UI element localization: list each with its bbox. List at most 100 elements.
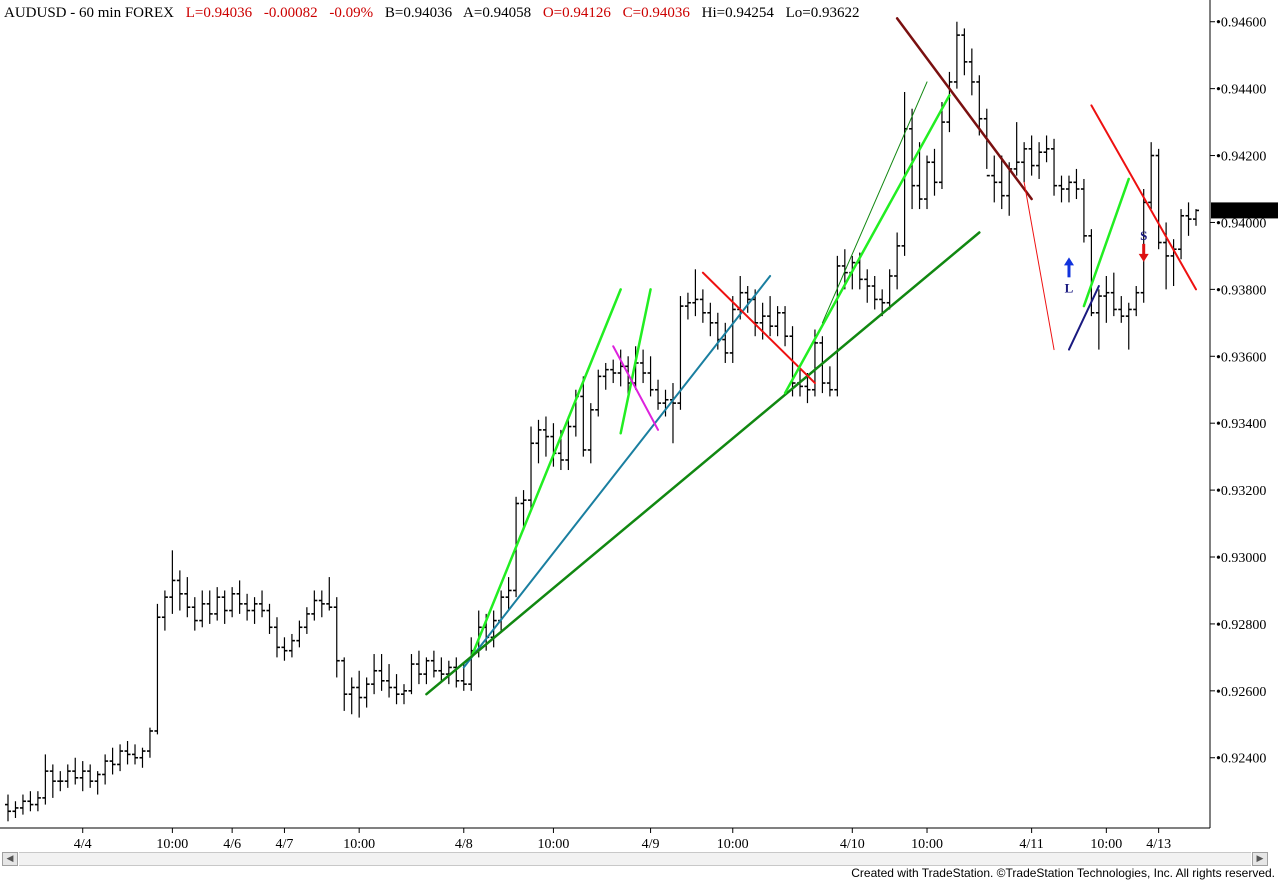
current-price-label: •0.94036 xyxy=(1214,204,1264,219)
ohlc-bar xyxy=(401,684,407,705)
ohlc-bar xyxy=(214,587,221,621)
ohlc-bar xyxy=(1043,135,1050,163)
ohlc-bar xyxy=(976,75,983,136)
y-tick-label: •0.94000 xyxy=(1216,216,1266,231)
ohlc-bar xyxy=(924,155,931,210)
ohlc-bar xyxy=(430,650,437,678)
ohlc-bar xyxy=(87,764,94,788)
ohlc-bar xyxy=(326,577,333,611)
ohlc-bar xyxy=(655,379,662,410)
ohlc-bar xyxy=(1163,222,1170,290)
ohlc-bar xyxy=(1058,175,1065,203)
short-signal-label: S xyxy=(1140,228,1147,243)
y-tick-label: •0.92800 xyxy=(1216,618,1266,633)
scroll-left-button[interactable]: ◀ xyxy=(2,852,18,866)
ohlc-bar xyxy=(199,590,206,628)
trendline-red xyxy=(1023,181,1055,351)
ohlc-bar xyxy=(12,801,19,818)
low-price: Lo=0.93622 xyxy=(786,5,860,21)
ohlc-bar xyxy=(94,771,101,795)
ohlc-bar xyxy=(1185,202,1192,236)
ohlc-bar xyxy=(229,587,236,618)
ohlc-bar xyxy=(393,674,400,705)
ohlc-bar xyxy=(371,654,378,695)
ohlc-bar xyxy=(662,389,669,417)
ohlc-bar xyxy=(1125,302,1132,350)
trendline-bright-green xyxy=(469,288,622,659)
ohlc-bar xyxy=(266,603,273,634)
horizontal-scrollbar[interactable] xyxy=(19,852,1251,866)
long-signal-label: L xyxy=(1065,280,1074,295)
ohlc-bar xyxy=(154,603,161,735)
ohlc-bar xyxy=(1051,138,1058,196)
signal-markers: LS xyxy=(1063,228,1149,295)
ohlc-bar xyxy=(221,590,228,624)
gridlines xyxy=(0,0,1211,829)
y-tick-label: •0.94200 xyxy=(1216,150,1266,165)
ohlc-bar xyxy=(684,292,691,320)
long-arrow-icon xyxy=(1063,257,1074,266)
ohlc-bar xyxy=(1178,209,1185,260)
x-tick-label: 10:00 xyxy=(537,837,569,852)
ohlc-bar xyxy=(886,269,893,310)
ohlc-bar xyxy=(72,757,79,785)
trendline-navy xyxy=(1067,285,1100,351)
ohlc-bar xyxy=(692,269,699,317)
x-tick-label: 10:00 xyxy=(156,837,188,852)
ohlc-bar xyxy=(184,577,191,618)
x-tick-label: 4/7 xyxy=(276,837,294,852)
ohlc-bar xyxy=(132,744,139,765)
ohlc-bar xyxy=(931,148,938,196)
ohlc-bar xyxy=(909,108,916,210)
ohlc-bar xyxy=(722,322,729,363)
ohlc-bar xyxy=(333,597,340,678)
ohlc-bar xyxy=(961,28,968,76)
ohlc-bar xyxy=(1013,122,1020,176)
ohlc-bar xyxy=(303,607,310,634)
ohlc-bar xyxy=(109,747,116,775)
copyright-footer: Created with TradeStation. ©TradeStation… xyxy=(851,866,1275,880)
ohlc-bar xyxy=(595,369,602,417)
ohlc-bar xyxy=(57,771,64,792)
ohlc-bar xyxy=(191,597,198,631)
ohlc-bar xyxy=(378,654,385,691)
ohlc-bar xyxy=(244,593,251,621)
ohlc-bar xyxy=(117,744,124,772)
ohlc-bar xyxy=(161,590,168,631)
ohlc-bar xyxy=(363,677,370,708)
ohlc-bar xyxy=(580,376,587,457)
ohlc-bar xyxy=(587,403,594,464)
ohlc-bar xyxy=(415,650,422,685)
ohlc-bar xyxy=(408,654,415,695)
ohlc-bar xyxy=(19,794,26,815)
ohlc-bar xyxy=(879,289,886,317)
ohlc-bar xyxy=(565,416,572,471)
ohlc-bar xyxy=(1036,142,1043,179)
trendline-red xyxy=(1090,104,1197,291)
ohlc-bar xyxy=(602,362,609,390)
change-percent: -0.09% xyxy=(329,5,373,21)
arrow-right-icon: ▶ xyxy=(1256,854,1264,864)
trendline-dark-green xyxy=(821,81,928,324)
ohlc-bar xyxy=(542,416,549,457)
ohlc-bar xyxy=(236,580,243,614)
y-tick-label: •0.94400 xyxy=(1216,83,1266,98)
ohlc-bar xyxy=(42,754,49,805)
ohlc-bar xyxy=(5,794,11,822)
ohlc-bar xyxy=(916,142,923,210)
trendlines xyxy=(425,17,1197,696)
ohlc-bar xyxy=(864,269,871,303)
ohlc-bar xyxy=(139,747,146,768)
scroll-right-button[interactable]: ▶ xyxy=(1252,852,1268,866)
ohlc-bar xyxy=(871,275,878,310)
x-tick-label: 4/4 xyxy=(74,837,92,852)
ohlc-bar xyxy=(1065,175,1072,203)
ohlc-bar xyxy=(34,791,41,812)
change-value: -0.00082 xyxy=(264,5,318,21)
ohlc-bar xyxy=(759,302,766,340)
ohlc-bar xyxy=(146,727,153,758)
ohlc-bar xyxy=(445,660,452,685)
y-tick-label: •0.92400 xyxy=(1216,752,1266,767)
ohlc-bar xyxy=(468,637,475,691)
